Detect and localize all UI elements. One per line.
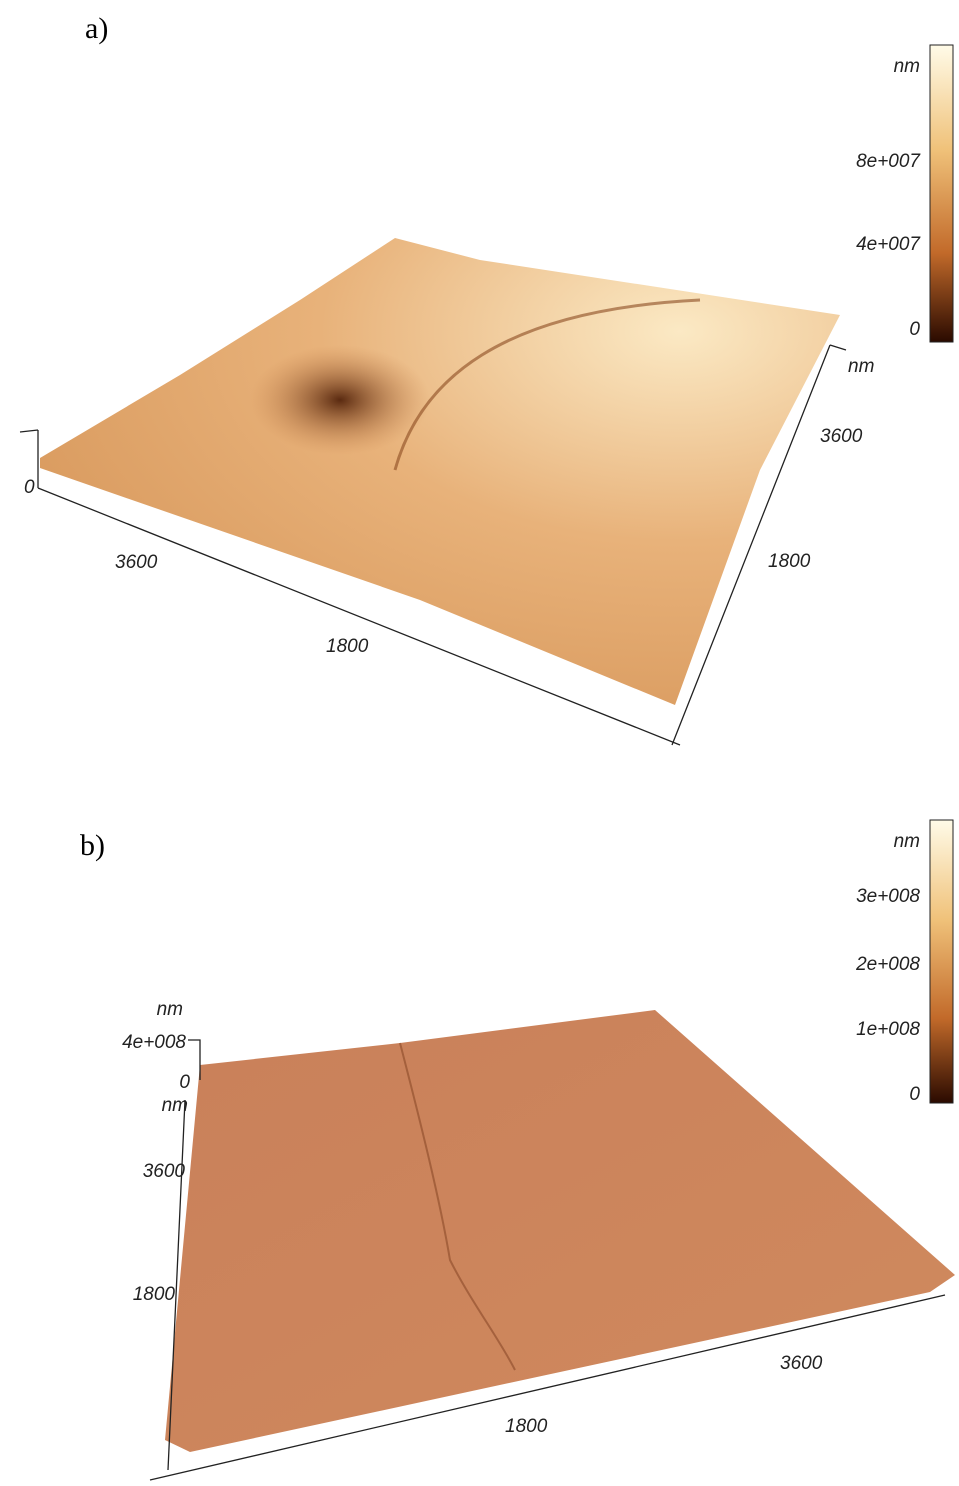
colorbar-tick: 3e+008 [856, 886, 920, 907]
colorbar-tick: 8e+007 [856, 151, 921, 172]
colorbar-tick: 1e+008 [856, 1019, 920, 1040]
y-tick-label: 1800 [768, 551, 811, 572]
y-tick-label: 3600 [143, 1161, 186, 1182]
colorbar-tick: 0 [909, 319, 920, 340]
x-tick-label: 1800 [326, 636, 369, 657]
colorbar-unit: nm [894, 56, 920, 77]
z-tick-label: 0 [24, 477, 35, 498]
y-tick-label: 3600 [820, 426, 863, 447]
x-tick-label: 3600 [115, 552, 158, 573]
panel-label: a) [85, 12, 108, 45]
z-axis-unit: nm [157, 999, 183, 1020]
colorbar-unit: nm [894, 831, 920, 852]
y-axis-unit: nm [848, 356, 874, 377]
colorbar-tick: 4e+007 [856, 234, 921, 255]
panel-label: b) [80, 829, 105, 862]
z-tick-label: 0 [179, 1072, 190, 1093]
y-axis-unit: nm [162, 1095, 188, 1116]
surface [40, 238, 840, 705]
surface-pit [250, 345, 430, 455]
y-tick-label: 1800 [133, 1284, 176, 1305]
x-tick-label: 1800 [505, 1416, 548, 1437]
colorbar-tick: 0 [909, 1084, 920, 1105]
x-tick-label: 3600 [780, 1353, 823, 1374]
colorbar [930, 820, 953, 1103]
figure: a) nm 8e+007 4e+007 0 0 3600 1800 nm 360… [0, 0, 959, 1486]
surface [165, 1010, 955, 1452]
colorbar-tick: 2e+008 [855, 954, 920, 975]
colorbar [930, 45, 953, 342]
z-tick-label: 4e+008 [122, 1032, 186, 1053]
